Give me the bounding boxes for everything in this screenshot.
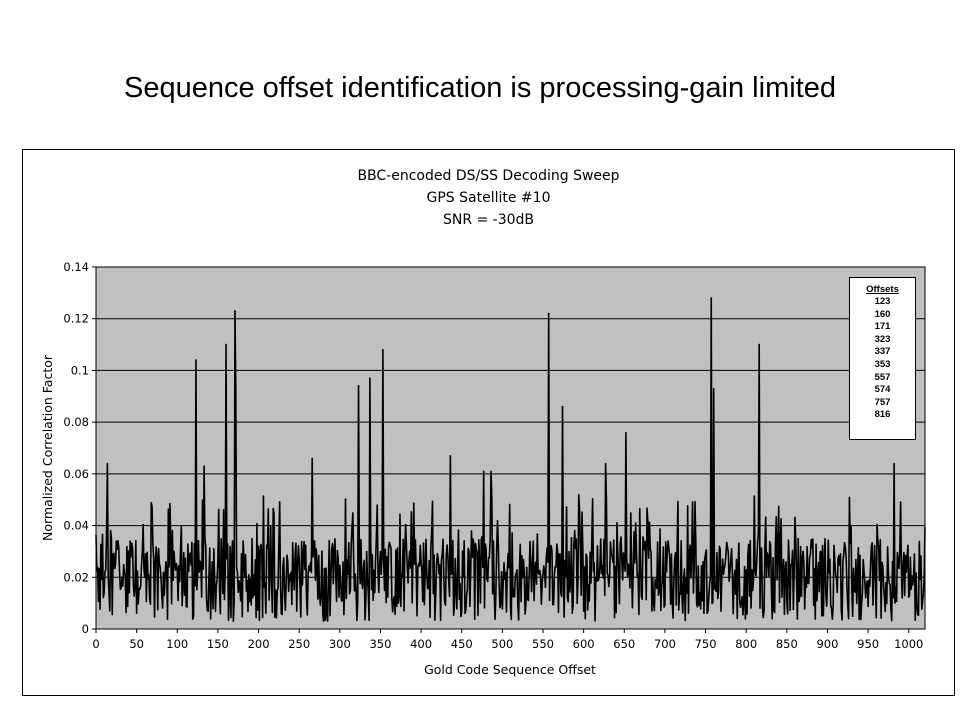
x-tick-label: 700: [654, 637, 676, 651]
x-tick-label: 950: [857, 637, 879, 651]
x-tick-label: 400: [410, 637, 432, 651]
legend-item: 337: [874, 346, 891, 358]
x-axis-label: Gold Code Sequence Offset: [424, 662, 596, 677]
peak-point: [561, 405, 564, 408]
legend-item: 171: [874, 321, 891, 333]
series-line: [95, 297, 926, 622]
slide-title: Sequence offset identification is proces…: [124, 72, 836, 104]
chart-title-line-2: GPS Satellite #10: [426, 190, 551, 206]
x-tick-label: 150: [207, 637, 229, 651]
x-tick-label: 450: [451, 637, 473, 651]
peak-point: [710, 297, 713, 299]
legend-item: 123: [874, 296, 891, 307]
peak-point: [547, 312, 550, 315]
legend-item: 557: [874, 371, 891, 383]
peak-point: [369, 377, 371, 379]
x-tick-label: 1000: [894, 637, 923, 651]
y-tick-label: 0.1: [71, 363, 89, 377]
x-tick-label: 800: [735, 637, 757, 651]
y-tick-label: 0.14: [63, 260, 89, 274]
peak-point: [225, 343, 227, 346]
legend-items: 123 160 171 323 337 353 557 574 757 816: [850, 296, 915, 422]
y-tick-label: 0.04: [63, 519, 89, 533]
chart-title-line-3: SNR = -30dB: [442, 212, 535, 228]
legend: Offsets 123 160 171 323 337 353 557 574 757 816: [849, 277, 916, 440]
x-tick-label: 750: [695, 637, 717, 651]
x-tick-label: 200: [248, 637, 270, 651]
x-tick-label: 0: [92, 637, 99, 651]
legend-item: 574: [874, 384, 891, 396]
x-tick-label: 900: [816, 637, 838, 651]
y-tick-label: 0.02: [63, 570, 89, 584]
x-tick-label: 600: [573, 637, 595, 651]
y-tick-label: 0.08: [63, 415, 89, 429]
legend-item: 816: [874, 409, 891, 421]
x-tick-label: 50: [129, 637, 144, 651]
x-tick-label: 350: [369, 637, 391, 651]
y-axis-label: Normalized Correlation Factor: [40, 354, 55, 541]
y-tick-label: 0.06: [63, 467, 89, 481]
chart-title-line-1: BBC-encoded DS/SS Decoding Sweep: [357, 168, 620, 184]
peak-point: [357, 385, 360, 387]
legend-item: 353: [874, 358, 891, 370]
x-tick-label: 300: [329, 637, 351, 651]
chart-svg: 0 0.02 0.04 0.06 0.08 0.1 0.12 0.14 0 50 100 150 20…: [40, 260, 926, 677]
y-tick-label: 0.12: [63, 312, 89, 326]
x-tick-label: 250: [288, 637, 310, 651]
x-tick-label: 550: [532, 637, 554, 651]
peak-point: [234, 310, 236, 312]
y-axis-ticks: 0 0.02 0.04 0.06 0.08 0.1 0.12 0.14: [63, 260, 96, 636]
legend-item: 160: [874, 308, 891, 320]
x-tick-label: 500: [491, 637, 513, 651]
y-tick-label: 0: [82, 622, 89, 636]
legend-title: Offsets: [866, 284, 899, 295]
x-axis-ticks: 0 50 100 150 200 250 300 350 400 450 500 550 600 650 7…: [92, 629, 923, 651]
x-tick-label: 850: [776, 637, 798, 651]
x-tick-label: 100: [166, 637, 188, 651]
legend-item: 323: [874, 333, 891, 345]
peak-point: [758, 343, 760, 346]
peak-point: [195, 359, 197, 361]
x-tick-label: 650: [613, 637, 635, 651]
series-group: [95, 297, 926, 622]
peak-point: [382, 348, 384, 351]
chart-frame: BBC-encoded DS/SS Decoding Sweep GPS Sat…: [22, 149, 955, 696]
legend-item: 757: [874, 396, 891, 408]
